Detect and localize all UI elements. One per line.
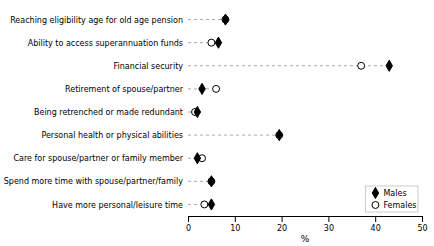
y-tick-label: Financial security [113,62,183,71]
series-points [192,16,365,208]
guide-line [188,135,279,136]
point [215,37,221,48]
y-tick-label: Have more personal/leisure time [52,201,183,210]
point [208,39,215,46]
point [386,60,392,71]
y-tick-label: Retirement of spouse/partner [65,85,184,94]
x-tick: 0 [186,216,191,233]
x-tick-label: 10 [230,224,240,233]
y-tick: Retirement of spouse/partner [65,85,188,94]
point [208,199,214,210]
y-tick: Financial security [113,62,188,71]
y-tick: Personal health or physical abilities [41,131,188,140]
y-tick: Have more personal/leisure time [52,201,188,210]
x-tick-label: 50 [417,224,427,233]
x-tick-mark [375,216,376,222]
x-axis: 0 10 20 30 40 50 [186,216,428,233]
x-tick-label: 20 [277,224,287,233]
y-tick-label: Being retrenched or made redundant [34,108,183,117]
point [213,85,220,92]
x-tick-label: 0 [186,224,191,233]
y-tick: Reaching eligibility age for old age pen… [10,16,188,25]
x-axis-title: % [301,234,310,244]
point [199,83,205,94]
point [201,201,208,208]
y-tick: Being retrenched or made redundant [34,108,188,117]
y-tick-label: Care for spouse/partner or family member [13,154,183,163]
y-tick: Care for spouse/partner or family member [13,154,188,163]
chart: 0 10 20 30 40 50 Reaching eligibility age for … [0,0,434,246]
y-tick: Spend more time with spouse/partner/fami… [4,177,188,186]
x-tick: 40 [371,216,381,233]
x-tick: 10 [230,216,240,233]
guide-line [188,19,225,20]
point [358,62,365,69]
x-tick-mark [328,216,329,222]
x-tick-mark [235,216,236,222]
point [208,176,214,187]
plot: 0 10 20 30 40 50 Reaching eligibility age for … [4,14,428,233]
legend-box [365,186,418,212]
point [222,14,228,25]
legend-symbol [372,202,379,209]
y-tick-label: Spend more time with spouse/partner/fami… [4,177,184,186]
x-tick: 50 [417,216,427,233]
y-tick: Ability to access superannuation funds [28,39,188,48]
y-tick-label: Personal health or physical abilities [41,131,183,140]
legend: Males Females [365,186,418,212]
x-tick-mark [422,216,423,222]
y-tick-label: Ability to access superannuation funds [28,39,183,48]
point [194,153,200,164]
y-axis: Reaching eligibility age for old age pen… [4,16,188,210]
legend-item: Males [372,187,406,198]
guide-lines [188,20,389,205]
x-tick: 20 [277,216,287,233]
legend-label: Males [383,189,406,198]
x-tick-mark [282,216,283,222]
x-tick: 30 [324,216,334,233]
legend-item: Females [372,201,417,210]
x-axis-line [189,217,423,223]
point [194,106,200,117]
legend-symbol [372,187,378,198]
x-tick-mark [188,216,189,222]
marks [188,14,392,210]
y-tick-label: Reaching eligibility age for old age pen… [10,16,183,25]
x-tick-label: 30 [324,224,334,233]
point [276,130,282,141]
legend-label: Females [383,201,416,210]
x-tick-label: 40 [371,224,381,233]
series-points [194,14,392,210]
